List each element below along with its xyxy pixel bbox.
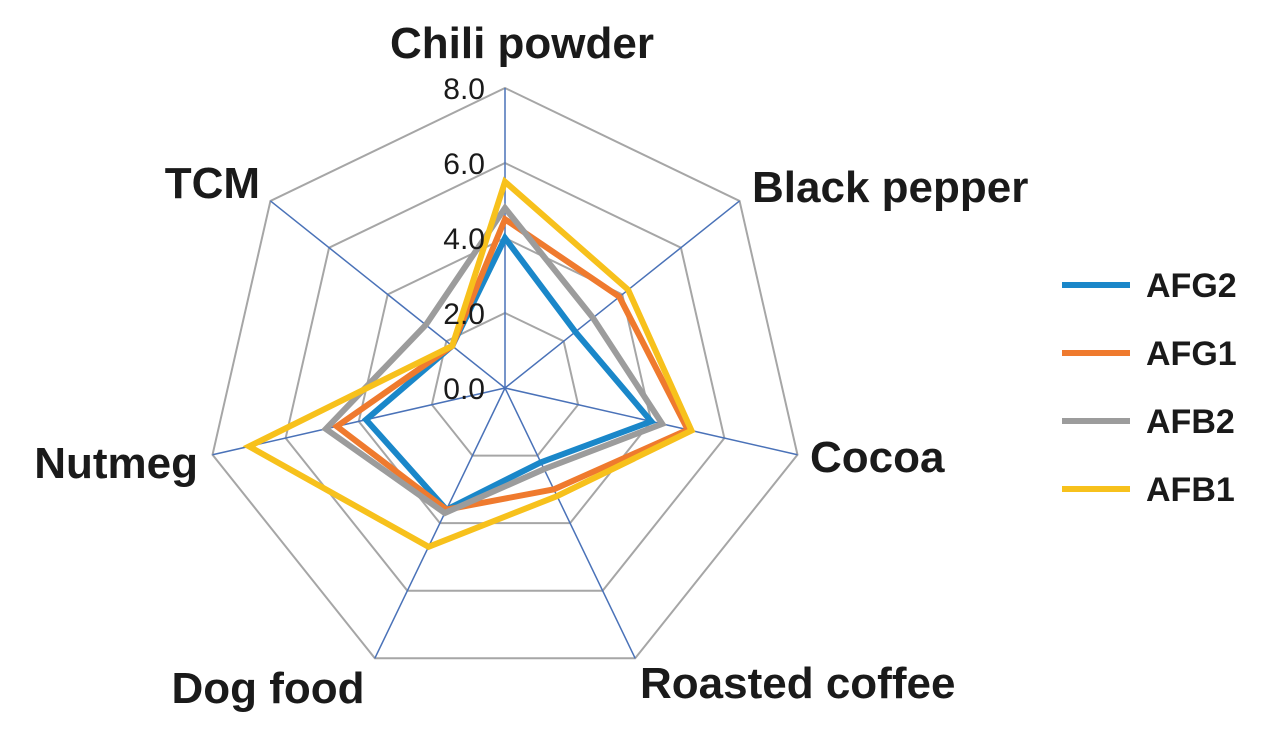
category-label-roasted-coffee: Roasted coffee: [640, 659, 955, 708]
radial-tick-labels: 0.0 2.0 4.0 6.0 8.0: [443, 73, 485, 406]
spoke-3: [504, 387, 636, 659]
category-label-cocoa: Cocoa: [810, 433, 945, 482]
tick-label: 0.0: [443, 373, 485, 406]
series-line-afg1: [331, 214, 692, 513]
category-label-black-pepper: Black pepper: [752, 163, 1028, 212]
legend: AFG2 AFG1 AFB2 AFB1: [1062, 267, 1237, 509]
spoke-1: [504, 200, 741, 389]
grid-ring-3: [284, 161, 726, 592]
radar-series: [242, 176, 696, 551]
category-label-dog-food: Dog food: [171, 664, 364, 713]
category-labels: Chili powder Black pepper Cocoa Roasted cof…: [34, 19, 1028, 713]
spoke-4: [374, 387, 506, 659]
legend-label-afg2: AFG2: [1146, 267, 1237, 305]
spoke-6: [269, 200, 506, 389]
category-label-tcm: TCM: [165, 159, 260, 208]
category-label-chili-powder: Chili powder: [390, 19, 654, 68]
legend-label-afg1: AFG1: [1146, 335, 1237, 373]
legend-label-afb2: AFB2: [1146, 403, 1235, 441]
series-line-afb2: [321, 202, 667, 517]
category-label-nutmeg: Nutmeg: [34, 439, 198, 488]
tick-label: 4.0: [443, 223, 485, 256]
tick-label: 8.0: [443, 73, 485, 106]
series-line-afb1: [242, 176, 696, 551]
grid-ring-4: [211, 86, 799, 660]
tick-label: 6.0: [443, 148, 485, 181]
tick-label: 2.0: [443, 298, 485, 331]
legend-label-afb1: AFB1: [1146, 471, 1235, 509]
